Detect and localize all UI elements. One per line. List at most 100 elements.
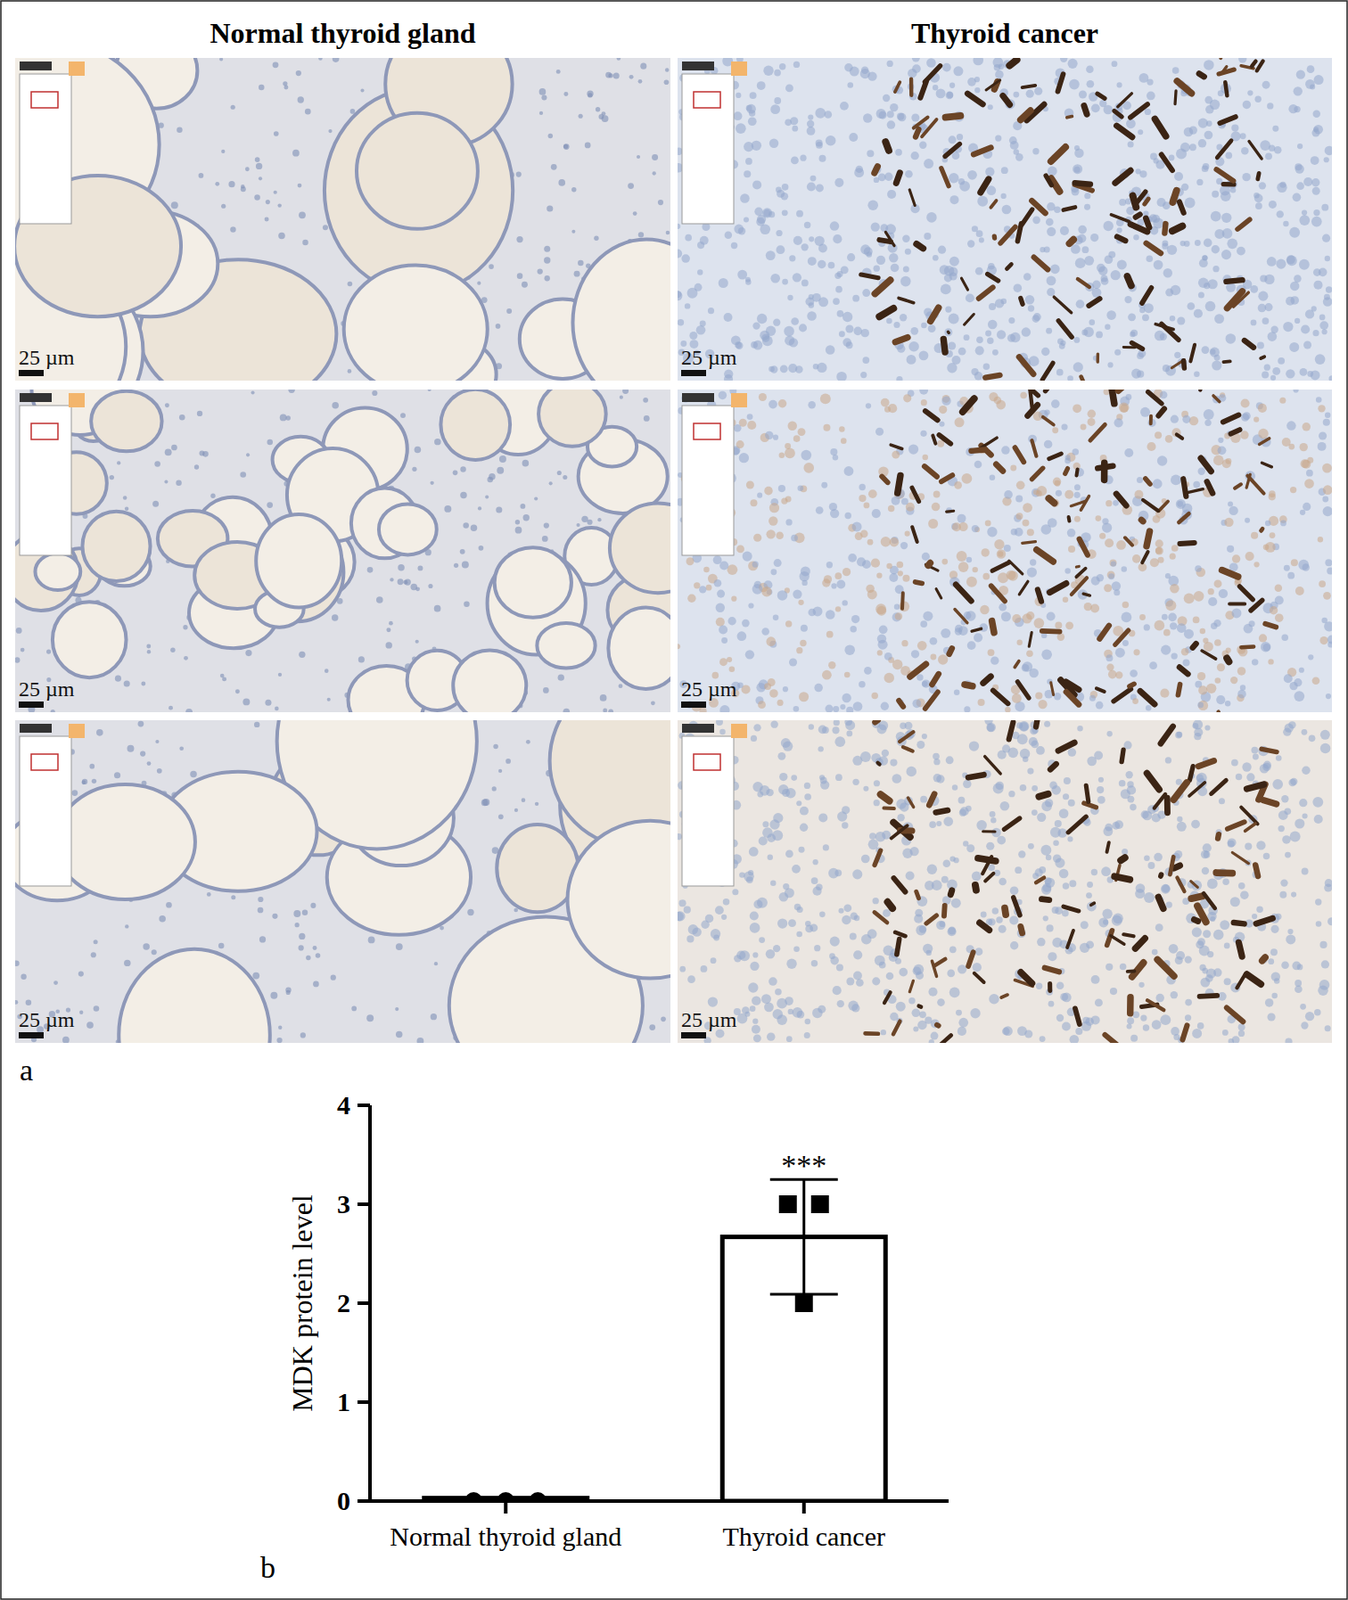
nucleus xyxy=(949,256,960,267)
nucleus xyxy=(1251,658,1258,666)
nucleus xyxy=(1082,246,1090,254)
nucleus xyxy=(1016,512,1024,520)
nucleus xyxy=(876,606,887,617)
nucleus xyxy=(723,374,733,381)
nucleus xyxy=(1113,589,1120,596)
nucleus xyxy=(986,185,997,196)
nucleus xyxy=(797,484,805,492)
nucleus xyxy=(613,73,620,80)
nucleus xyxy=(650,700,656,706)
nucleus xyxy=(1193,591,1205,602)
nucleus xyxy=(1319,314,1326,321)
nucleus xyxy=(1285,369,1295,379)
stained-cell xyxy=(909,189,915,206)
inset-roi xyxy=(31,423,58,440)
nucleus xyxy=(912,64,921,74)
nucleus xyxy=(1249,620,1256,627)
nucleus xyxy=(1171,544,1179,552)
nucleus xyxy=(1084,204,1091,211)
nucleus xyxy=(1168,155,1176,162)
nucleus xyxy=(266,501,273,509)
nucleus xyxy=(815,141,823,149)
nucleus xyxy=(1321,617,1327,624)
nucleus xyxy=(123,680,131,687)
nucleus xyxy=(916,674,923,681)
nucleus xyxy=(1078,90,1087,99)
stained-cell xyxy=(1051,147,1066,162)
nucleus xyxy=(1211,360,1222,370)
nucleus xyxy=(1270,375,1276,381)
nucleus xyxy=(1249,285,1258,294)
nucleus xyxy=(828,262,836,270)
nucleus xyxy=(770,568,777,576)
nucleus xyxy=(880,536,891,547)
nucleus xyxy=(940,283,952,295)
nucleus xyxy=(1144,108,1151,116)
nucleus xyxy=(1117,259,1127,270)
nucleus xyxy=(1174,172,1184,181)
nucleus xyxy=(970,368,979,376)
nucleus xyxy=(179,414,186,421)
nucleus xyxy=(1224,152,1233,160)
nucleus xyxy=(1214,579,1223,588)
nucleus xyxy=(844,644,855,656)
nucleus xyxy=(933,491,941,499)
nucleus xyxy=(863,666,872,675)
figure-border xyxy=(0,0,1348,1600)
nucleus xyxy=(921,552,930,561)
nucleus xyxy=(50,709,56,713)
nucleus xyxy=(822,424,831,432)
nucleus xyxy=(1198,139,1207,148)
nucleus xyxy=(887,110,895,118)
follicle xyxy=(609,502,671,593)
nucleus xyxy=(896,345,905,354)
nucleus xyxy=(1075,257,1086,269)
nucleus xyxy=(904,170,913,179)
nucleus xyxy=(887,403,897,413)
follicle xyxy=(255,514,342,608)
nucleus xyxy=(1153,260,1164,271)
nucleus xyxy=(1324,146,1332,157)
nucleus xyxy=(780,497,788,504)
nucleus xyxy=(1089,695,1096,702)
nucleus xyxy=(1084,192,1091,199)
stained-cell xyxy=(1116,125,1132,138)
nucleus xyxy=(1176,317,1185,326)
nucleus xyxy=(1180,240,1186,247)
nucleus xyxy=(1257,403,1267,413)
nucleus xyxy=(182,624,188,630)
nucleus xyxy=(781,209,789,216)
nucleus xyxy=(1136,370,1144,379)
stained-cell xyxy=(1154,119,1166,137)
stained-cell xyxy=(1226,291,1242,309)
nucleus xyxy=(826,631,834,639)
nucleus xyxy=(1095,701,1104,710)
scale-bar xyxy=(18,701,44,708)
nucleus xyxy=(900,542,908,550)
nucleus xyxy=(109,475,115,480)
nucleus xyxy=(800,624,808,633)
nucleus xyxy=(1317,536,1324,543)
nucleus xyxy=(608,709,614,713)
nucleus xyxy=(834,272,841,280)
nucleus xyxy=(956,133,963,140)
nucleus xyxy=(1244,517,1250,524)
nucleus xyxy=(841,600,847,606)
nucleus xyxy=(808,294,814,300)
nucleus xyxy=(852,295,860,303)
nucleus xyxy=(1043,246,1051,253)
nucleus xyxy=(367,567,374,574)
nucleus xyxy=(619,395,624,400)
nucleus xyxy=(389,577,394,582)
nucleus xyxy=(595,106,601,112)
nucleus xyxy=(1318,268,1328,278)
nucleus xyxy=(546,205,553,212)
nucleus xyxy=(723,312,733,322)
nucleus xyxy=(1184,197,1196,209)
nucleus xyxy=(1274,146,1283,155)
nucleus xyxy=(887,60,894,67)
nucleus xyxy=(537,268,543,274)
nucleus xyxy=(1286,420,1296,430)
nucleus xyxy=(1310,156,1320,165)
nucleus xyxy=(1046,287,1055,296)
